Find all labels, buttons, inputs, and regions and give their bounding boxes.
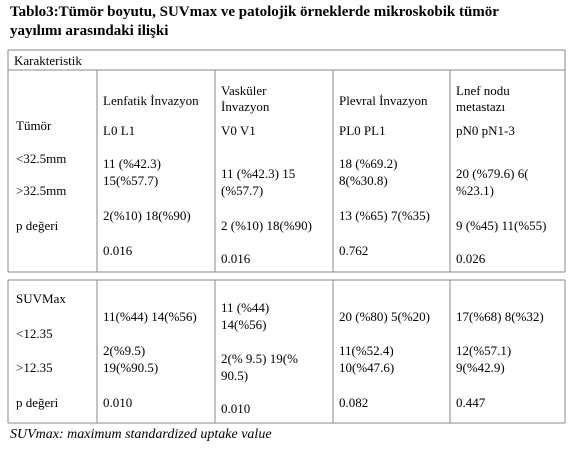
row-label: <12.35	[16, 326, 53, 341]
cell-text: pN0 pN1-3	[456, 123, 515, 138]
cell-text: (%57.7)	[221, 183, 264, 198]
cell-text: 0.447	[456, 395, 486, 410]
cell-text: V0 V1	[221, 123, 256, 138]
cell-text: 9 (%45) 11(%55)	[456, 218, 547, 233]
cell-text: 2(%9.5)	[103, 343, 146, 358]
cell-text: İnvazyon	[221, 99, 270, 114]
cell-text: 11(%44) 14(%56)	[103, 309, 197, 324]
cell-text: 0.010	[103, 395, 133, 410]
cell-text: 90.5)	[221, 368, 249, 383]
cell-text: L0 L1	[103, 123, 136, 138]
cell-text: Vasküler	[221, 83, 267, 98]
cell-text: 12(%57.1)	[456, 343, 512, 358]
cell-text: 0.762	[339, 243, 369, 258]
cell-text: PL0 PL1	[339, 123, 386, 138]
cell-text: 20 (%79.6) 6(	[456, 166, 529, 181]
row-label: p değeri	[16, 218, 59, 233]
row-label: >32.5mm	[16, 183, 67, 198]
cell-text: 2 (%10) 18(%90)	[221, 218, 312, 233]
cell-text: 0.016	[103, 243, 133, 258]
cell-text: 10(%47.6)	[339, 360, 395, 375]
cell-text: 0.010	[221, 401, 251, 416]
cell-text: 11 (%44)	[221, 300, 270, 315]
cell-text: 14(%56)	[221, 317, 267, 332]
table-header: Karakteristik	[14, 53, 82, 68]
cell-text: 11(%52.4)	[339, 343, 394, 358]
cell-text: 17(%68) 8(%32)	[456, 309, 544, 324]
cell-text: 9(%42.9)	[456, 360, 505, 375]
cell-text: %23.1)	[456, 183, 494, 198]
row-label: p değeri	[16, 395, 59, 410]
title-line: Tablo3:Tümör boyutu, SUVmax ve patolojik…	[10, 4, 499, 20]
cell-text: 2(% 9.5) 19(%	[221, 351, 298, 366]
cell-text: 19(%90.5)	[103, 360, 159, 375]
row-label: >12.35	[16, 360, 53, 375]
row-label: <32.5mm	[16, 151, 67, 166]
cell-text: 18 (%69.2)	[339, 156, 398, 171]
cell-text: 11 (%42.3) 15	[221, 166, 296, 181]
cell-text: 15(%57.7)	[103, 173, 159, 188]
cell-text: metastazı	[456, 99, 506, 114]
cell-text: Lnef nodu	[456, 83, 510, 98]
caption: SUVmax: maximum standardized uptake valu…	[10, 427, 272, 442]
cell-text: 0.026	[456, 251, 486, 266]
cell-text: Plevral İnvazyon	[339, 93, 428, 108]
cell-text: 8(%30.8)	[339, 173, 388, 188]
cell-text: 11 (%42.3)	[103, 156, 162, 171]
title-line: yayılımı arasındaki ilişki	[10, 23, 169, 39]
cell-text: 0.082	[339, 395, 369, 410]
row-label: SUVMax	[16, 291, 66, 306]
cell-text: 13 (%65) 7(%35)	[339, 208, 430, 223]
cell-text: Lenfatik İnvazyon	[103, 93, 199, 108]
cell-text: 2(%10) 18(%90)	[103, 208, 191, 223]
row-label: Tümör	[16, 118, 52, 133]
cell-text: 20 (%80) 5(%20)	[339, 309, 430, 324]
cell-text: 0.016	[221, 251, 251, 266]
